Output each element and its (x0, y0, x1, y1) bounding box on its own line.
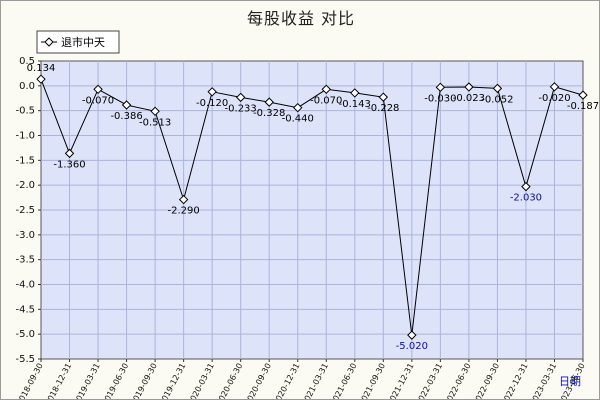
x-tick-label: 2021-09-30 (357, 362, 387, 399)
data-point (36, 74, 46, 84)
data-point (378, 92, 389, 102)
x-tick-label: 2019-12-31 (158, 362, 188, 399)
data-label: -0.070 (82, 95, 114, 106)
y-tick-label: -2.0 (15, 180, 35, 191)
y-tick-label: -0.5 (15, 106, 35, 117)
data-label: -0.143 (339, 99, 371, 110)
x-axis-label: 日期 (559, 375, 581, 388)
y-tick-label: -3.0 (15, 230, 35, 241)
data-label: -0.020 (538, 93, 570, 104)
data-label: -0.513 (139, 117, 171, 128)
data-label: -0.187 (567, 101, 599, 112)
data-point (293, 102, 303, 113)
data-points (36, 74, 588, 340)
x-tick-label: 2022-03-31 (414, 362, 444, 399)
x-tick-label: 2022-06-30 (443, 362, 473, 399)
data-label: -0.030 (424, 93, 456, 104)
x-tick-label: 2020-09-30 (243, 362, 273, 399)
x-tick-label: 2022-12-31 (500, 362, 530, 399)
x-tick-label: 2018-12-31 (44, 362, 74, 399)
y-tick-label: 0.0 (19, 81, 35, 92)
y-tick-label: -1.0 (15, 131, 35, 142)
series-line (40, 79, 584, 336)
y-tick-label: -4.0 (15, 280, 35, 291)
data-label: -5.020 (396, 341, 428, 352)
data-label: -0.386 (110, 111, 142, 122)
x-tick-label: 2018-09-30 (15, 362, 45, 399)
data-point (93, 84, 103, 95)
data-label: -2.290 (168, 206, 200, 217)
data-label: -0.233 (225, 103, 257, 114)
data-point (407, 330, 417, 340)
data-point (435, 82, 446, 93)
data-point (549, 82, 560, 92)
x-tick-label: 2023-03-31 (528, 362, 558, 399)
legend: 退市中天 (36, 30, 120, 54)
data-point (207, 87, 217, 97)
data-point (464, 82, 474, 92)
x-tick-label: 2022-09-30 (471, 362, 501, 399)
y-tick-label: -1.5 (15, 155, 35, 166)
data-labels: 0.134 -1.360 -0.070 -0.386-0.513 -2.290 -0.12… (27, 63, 599, 352)
x-tick-label: 2021-06-30 (329, 362, 359, 399)
y-tick-label: -5.5 (15, 354, 35, 365)
data-point (64, 148, 75, 159)
x-tick-label: 2020-03-31 (186, 362, 216, 399)
data-label: -0.052 (481, 94, 513, 105)
data-label: -2.030 (510, 193, 542, 204)
x-axis: 2018-09-302018-12-312019-03-312019-06-30… (15, 359, 587, 399)
y-axis: 0.5 0.0 -0.5 -1.0 -1.5 -2.0 -2.5 -3.0 -3.5 -4.0 -4… (15, 56, 41, 365)
x-tick-label: 2019-06-30 (101, 362, 131, 399)
data-point (178, 194, 189, 205)
data-label: 0.134 (27, 63, 56, 74)
data-label: -0.070 (310, 95, 342, 106)
data-point (150, 106, 160, 117)
data-label: -0.023 (453, 93, 485, 104)
data-label: -0.328 (253, 108, 285, 119)
data-point (492, 83, 503, 94)
data-point (121, 100, 132, 110)
data-label: -1.360 (53, 159, 85, 170)
y-tick-label: 0.5 (19, 56, 35, 67)
y-tick-label: -2.5 (15, 205, 35, 216)
y-tick-label: -4.5 (15, 304, 35, 315)
data-point (350, 88, 360, 98)
x-tick-label: 2020-06-30 (215, 362, 245, 399)
x-tick-label: 2019-09-30 (129, 362, 159, 399)
data-point (321, 84, 331, 95)
diamond-marker-icon (44, 37, 54, 47)
x-tick-label: 2019-03-31 (72, 362, 102, 399)
legend-entry: 退市中天 (61, 35, 105, 49)
data-label: -0.120 (196, 98, 228, 109)
chart-title: 每股收益 对比 (246, 9, 356, 28)
data-point (578, 90, 588, 100)
data-point (264, 97, 274, 107)
y-tick-label: -5.0 (15, 329, 35, 340)
x-tick-label: 2020-12-31 (272, 362, 302, 399)
x-tick-label: 2021-03-31 (300, 362, 330, 399)
data-label: -0.228 (367, 103, 399, 114)
data-point (235, 92, 246, 103)
grid-lines (41, 61, 583, 359)
x-tick-label: 2021-12-31 (386, 362, 416, 399)
data-point (521, 181, 531, 192)
data-label: -0.440 (282, 114, 314, 125)
y-tick-label: -3.5 (15, 255, 35, 266)
